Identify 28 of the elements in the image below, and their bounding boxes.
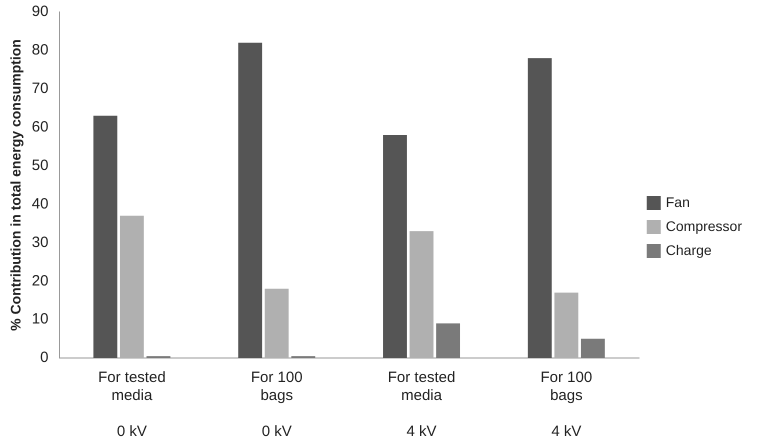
legend-label: Charge <box>666 242 712 258</box>
bar <box>436 323 460 358</box>
y-tick-label: 70 <box>32 80 48 98</box>
bar <box>554 292 578 358</box>
bar <box>238 42 262 358</box>
bar <box>410 231 434 358</box>
bar <box>120 216 144 358</box>
bar <box>383 135 407 358</box>
bar <box>93 116 118 358</box>
y-tick-label: 30 <box>32 234 48 251</box>
y-axis-title: % Contribution in total energy consumption <box>7 39 24 331</box>
y-tick-label: 20 <box>32 272 48 290</box>
category-label: For 100 bags 0 kV <box>250 369 303 440</box>
category-label: For tested media 0 kV <box>98 369 166 440</box>
y-tick-label: 10 <box>32 310 48 328</box>
y-tick-label: 60 <box>32 118 48 136</box>
y-tick-label: 50 <box>32 156 48 174</box>
category-label: For tested media 4 kV <box>388 369 456 440</box>
y-tick-label: 40 <box>32 195 48 212</box>
y-tick-label: 90 <box>32 3 48 20</box>
legend-label: Fan <box>666 194 690 210</box>
y-tick-label: 80 <box>32 42 48 59</box>
bar <box>264 288 289 358</box>
bar <box>580 338 605 358</box>
bar <box>528 58 552 358</box>
category-label: For 100 bags 4 kV <box>540 369 592 440</box>
y-tick-label: 0 <box>40 349 48 366</box>
legend-label: Compressor <box>666 218 742 234</box>
